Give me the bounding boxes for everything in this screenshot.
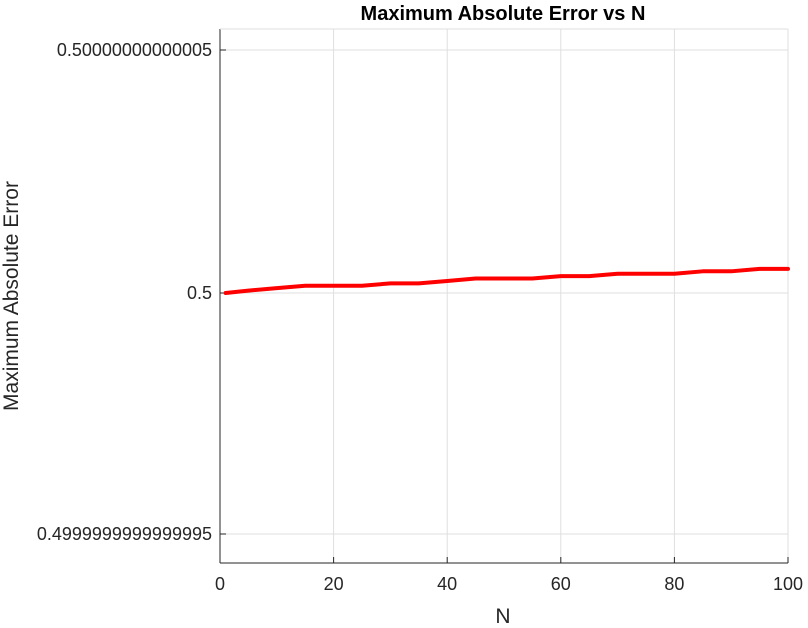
x-tick-label: 60: [551, 574, 571, 594]
x-tick-label: 0: [215, 574, 225, 594]
chart-title: Maximum Absolute Error vs N: [361, 3, 646, 25]
x-tick-label: 40: [437, 574, 457, 594]
x-tick-label: 80: [664, 574, 684, 594]
grid: [219, 29, 789, 563]
y-tick-label: 0.50000000000005: [57, 40, 212, 60]
series-layer: [223, 266, 790, 295]
series-line: [223, 266, 790, 295]
x-axis-label: N: [495, 605, 510, 628]
y-tick-label: 0.4999999999999995: [37, 524, 212, 544]
y-tick-label: 0.5: [187, 283, 212, 303]
x-tick-label: 100: [773, 574, 803, 594]
x-tick-label: 20: [324, 574, 344, 594]
axes: [219, 28, 789, 564]
ticks: 0 20 40 60 80 100 0.4999999999999995 0.5 0.50000…: [37, 40, 803, 594]
y-axis-label: Maximum Absolute Error: [0, 181, 23, 411]
